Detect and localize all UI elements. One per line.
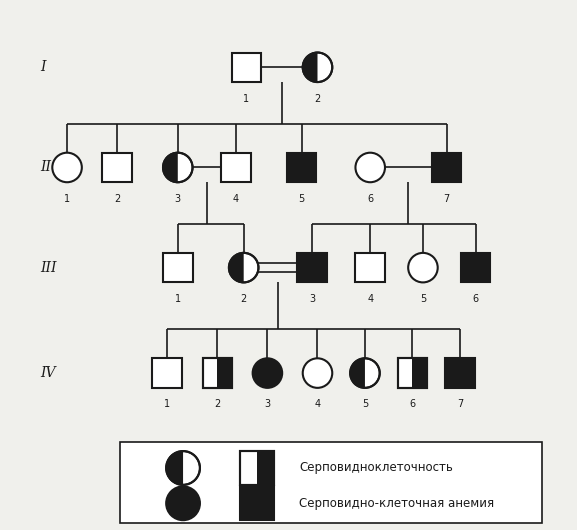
Wedge shape	[350, 358, 365, 388]
Wedge shape	[166, 451, 183, 485]
Text: 6: 6	[473, 294, 479, 304]
Text: 2: 2	[241, 294, 247, 304]
Circle shape	[350, 358, 380, 388]
Circle shape	[253, 358, 282, 388]
Bar	[432, 153, 462, 182]
Circle shape	[303, 358, 332, 388]
Text: IV: IV	[41, 366, 56, 380]
Bar	[398, 358, 427, 388]
Text: 2: 2	[114, 194, 120, 204]
Text: 4: 4	[314, 400, 321, 410]
Bar	[102, 153, 132, 182]
Bar	[218, 358, 232, 388]
Wedge shape	[229, 253, 243, 282]
Text: 4: 4	[367, 294, 373, 304]
Text: 3: 3	[309, 294, 315, 304]
Bar	[152, 358, 182, 388]
Text: 6: 6	[367, 194, 373, 204]
Text: 6: 6	[409, 400, 415, 410]
Circle shape	[166, 451, 200, 485]
Text: 2: 2	[214, 400, 220, 410]
Text: 5: 5	[298, 194, 305, 204]
Text: 3: 3	[175, 194, 181, 204]
Text: 2: 2	[314, 94, 321, 104]
Bar	[413, 358, 427, 388]
Text: 1: 1	[175, 294, 181, 304]
Bar	[240, 451, 273, 485]
Text: Серповидно-клеточная анемия: Серповидно-клеточная анемия	[299, 497, 494, 510]
Bar	[231, 52, 261, 82]
Bar	[398, 358, 427, 388]
Text: 1: 1	[243, 94, 249, 104]
Text: Серповидноклеточность: Серповидноклеточность	[299, 462, 453, 474]
Text: III: III	[41, 261, 57, 275]
Text: 5: 5	[362, 400, 368, 410]
Text: 7: 7	[444, 194, 450, 204]
Text: 4: 4	[233, 194, 239, 204]
Bar	[163, 253, 193, 282]
Bar	[240, 451, 273, 485]
Bar	[203, 358, 232, 388]
Circle shape	[229, 253, 258, 282]
Wedge shape	[163, 153, 178, 182]
Bar	[355, 253, 385, 282]
Circle shape	[408, 253, 438, 282]
Bar	[287, 153, 316, 182]
Bar	[445, 358, 475, 388]
Bar	[257, 451, 273, 485]
Text: II: II	[41, 161, 52, 174]
Bar	[221, 153, 250, 182]
Circle shape	[303, 52, 332, 82]
Circle shape	[53, 153, 82, 182]
Circle shape	[166, 487, 200, 520]
Text: 5: 5	[420, 294, 426, 304]
Bar	[240, 487, 273, 520]
Text: 1: 1	[64, 194, 70, 204]
Text: 3: 3	[264, 400, 271, 410]
Circle shape	[355, 153, 385, 182]
Bar	[461, 253, 490, 282]
Text: 1: 1	[164, 400, 170, 410]
Wedge shape	[303, 52, 317, 82]
Circle shape	[163, 153, 193, 182]
Bar	[120, 441, 542, 523]
Bar	[203, 358, 232, 388]
Bar	[298, 253, 327, 282]
Text: 7: 7	[457, 400, 463, 410]
Text: I: I	[41, 60, 46, 74]
